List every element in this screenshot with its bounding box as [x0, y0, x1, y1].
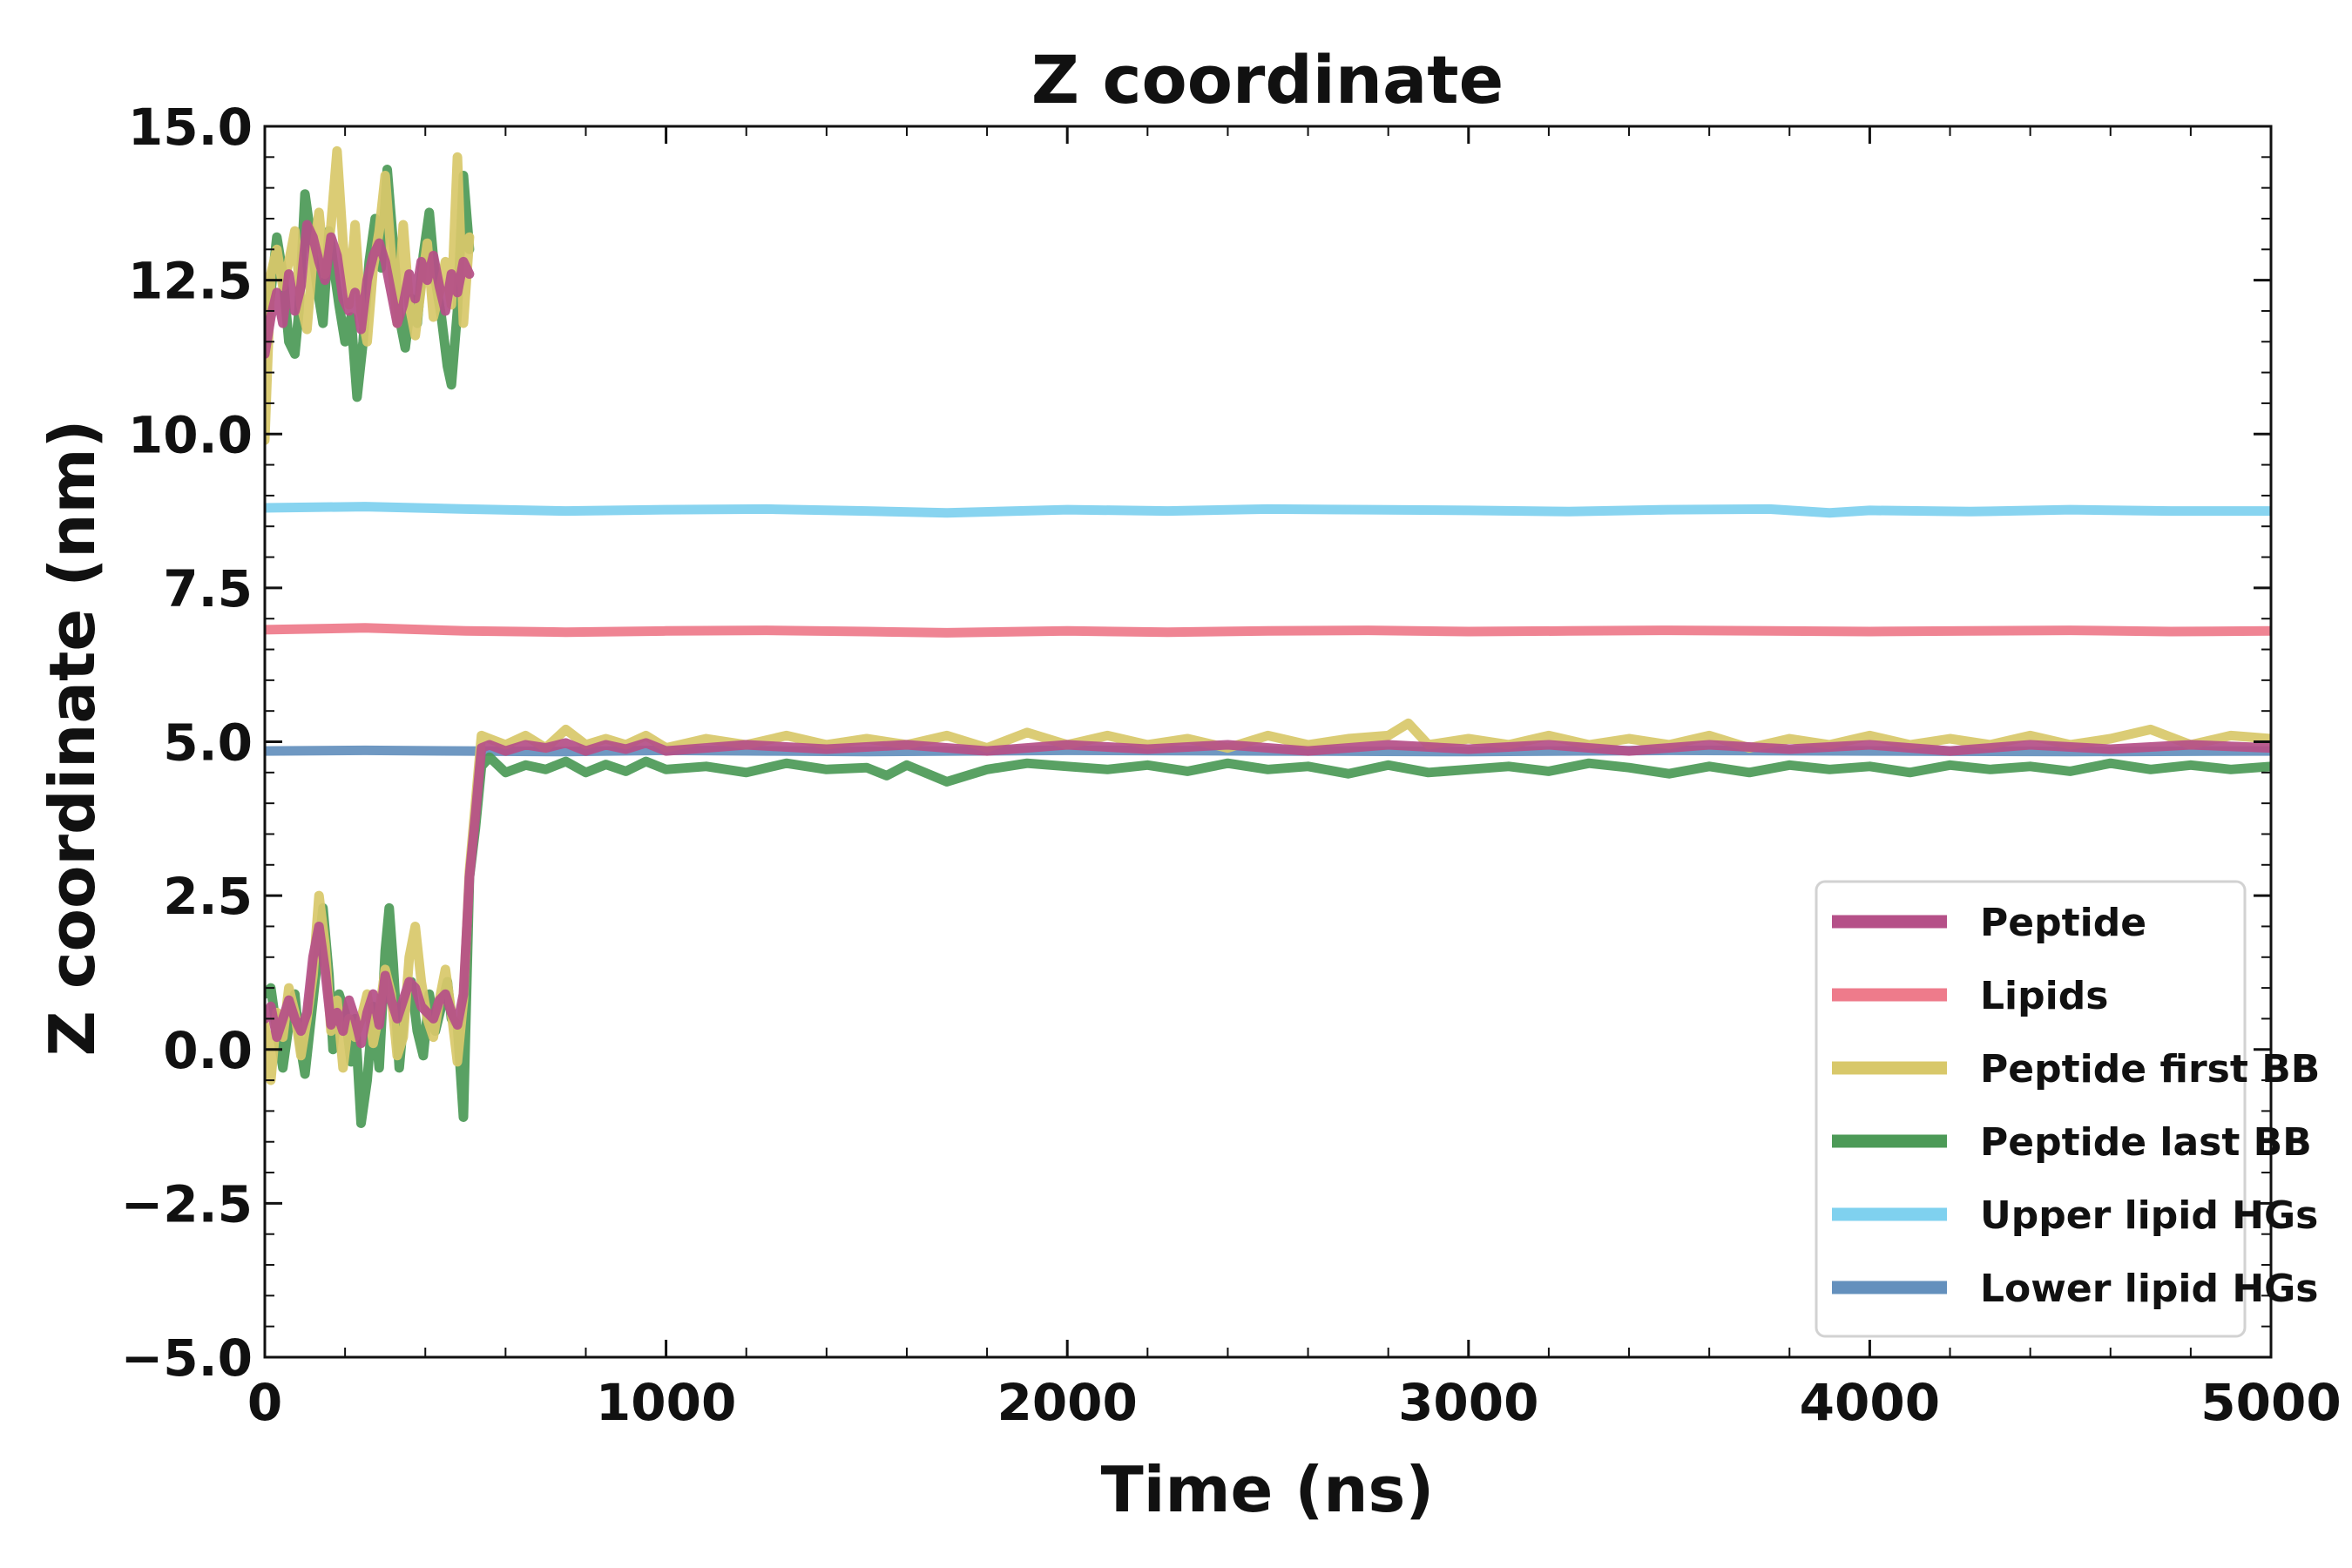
x-tick-label: 2000	[997, 1373, 1137, 1432]
legend-entry-peptide-last-bb: Peptide last BB	[1832, 1120, 2312, 1165]
series-line-peptide	[265, 738, 2271, 1049]
y-tick-label: 15.0	[128, 98, 253, 157]
legend-label: Lower lipid HGs	[1980, 1267, 2318, 1311]
x-tick-label: 4000	[1800, 1373, 1940, 1432]
axis-ticks: 0 1000 2000 3000 4000 5000 −5.0 −2.5 0.0 2.5 5.0 7.…	[121, 98, 2342, 1432]
y-tick-label: 10.0	[128, 405, 253, 464]
y-axis-label: Z coordinate (nm)	[36, 420, 109, 1057]
plot-frame	[263, 125, 2273, 1359]
plot-area	[265, 145, 2271, 1128]
series-peptide	[265, 220, 2271, 1049]
y-tick-label: 5.0	[163, 713, 253, 773]
x-tick-label: 3000	[1398, 1373, 1538, 1432]
series-line-peptide-first-bb	[265, 718, 2271, 1085]
series-line-upper-peptide	[265, 220, 475, 359]
legend-label: Lipids	[1980, 974, 2108, 1018]
series-line-peptide-last-bb	[265, 752, 2271, 1128]
y-tick-label: −5.0	[121, 1328, 253, 1388]
chart-title: Z coordinate	[1031, 41, 1504, 118]
x-tick-label: 1000	[596, 1373, 736, 1432]
legend-entry-lipids: Lipids	[1832, 974, 2108, 1018]
y-tick-label: 0.0	[163, 1021, 253, 1080]
series-lipids	[265, 623, 2271, 638]
legend-entry-upper-lipid-hgs: Upper lipid HGs	[1832, 1193, 2318, 1238]
legend-entry-lower-lipid-hgs: Lower lipid HGs	[1832, 1267, 2318, 1311]
y-tick-label: 12.5	[128, 252, 253, 311]
legend-entry-peptide: Peptide	[1832, 901, 2146, 945]
y-tick-label: 7.5	[163, 559, 253, 618]
x-axis-label: Time (ns)	[1101, 1453, 1435, 1526]
legend-label: Peptide first BB	[1980, 1047, 2320, 1092]
series-line-upper-lipid-hgs	[265, 502, 2271, 518]
y-tick-label: 2.5	[163, 867, 253, 926]
legend-label: Peptide last BB	[1980, 1120, 2312, 1165]
x-tick-label: 0	[247, 1373, 282, 1432]
legend: Peptide Lipids Peptide first BB Peptide las…	[1815, 880, 2320, 1338]
series-line-lipids	[265, 623, 2271, 638]
x-tick-label: 5000	[2200, 1373, 2341, 1432]
legend-label: Upper lipid HGs	[1980, 1193, 2318, 1238]
series-upper-lipid-hgs	[265, 502, 2271, 518]
legend-entry-peptide-first-bb: Peptide first BB	[1832, 1047, 2320, 1092]
legend-label: Peptide	[1980, 901, 2146, 945]
y-tick-label: −2.5	[121, 1174, 253, 1233]
